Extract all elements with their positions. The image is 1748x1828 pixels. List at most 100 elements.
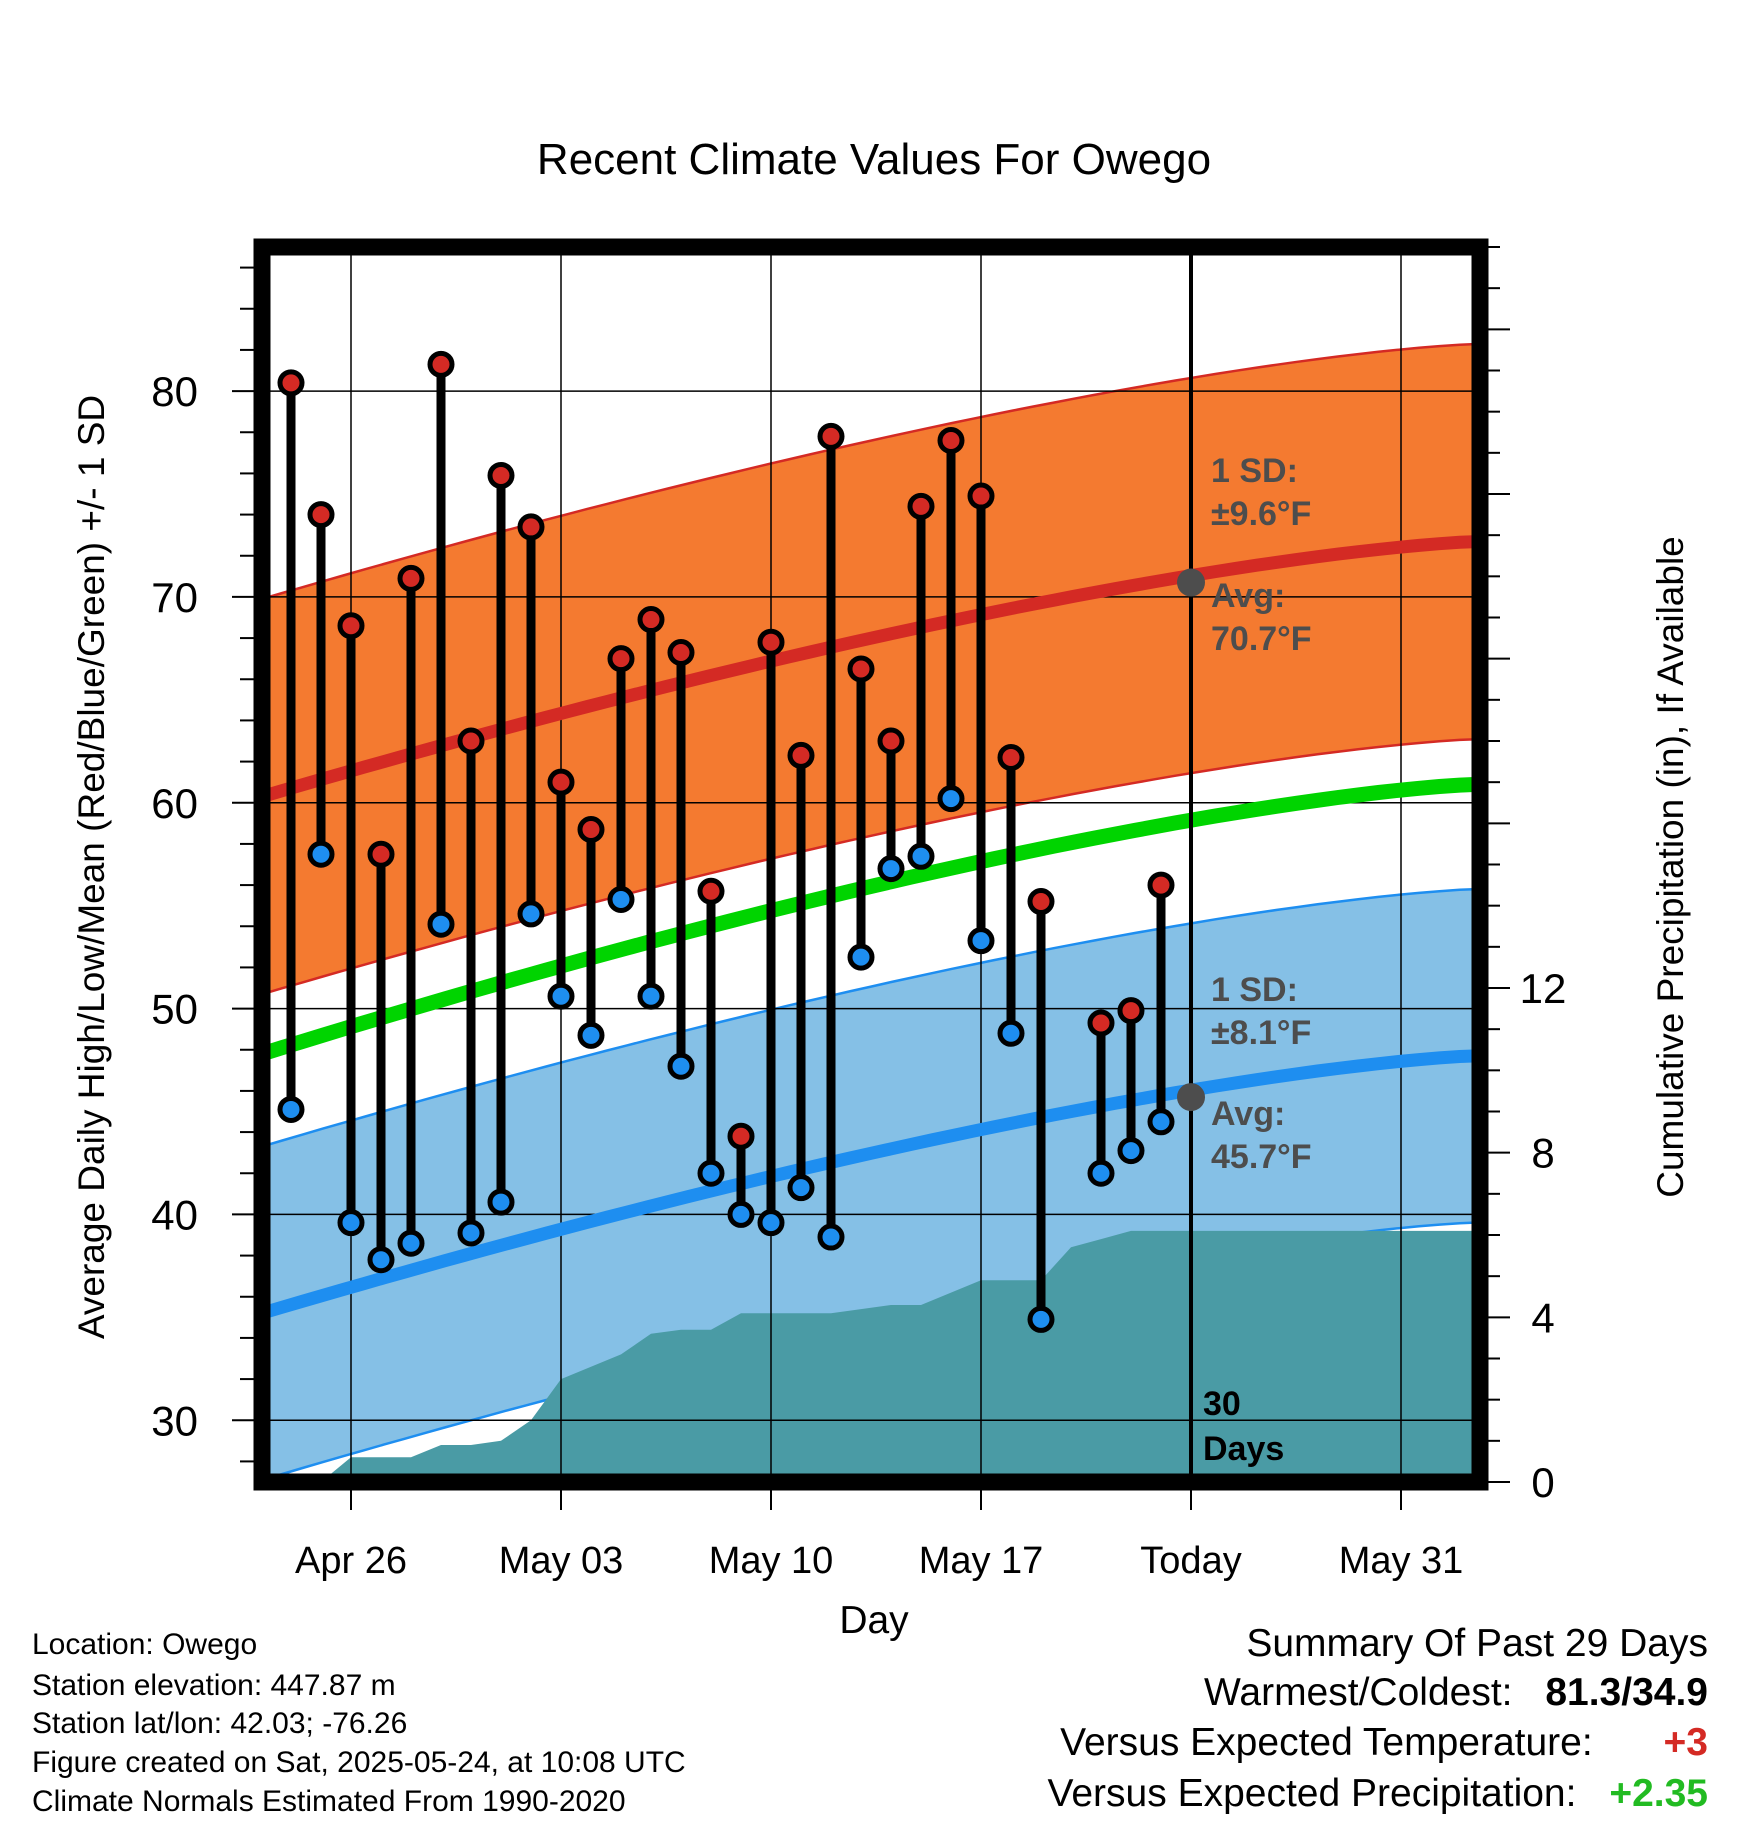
today-days-label-2: Days: [1203, 1430, 1284, 1468]
x-axis-title: Day: [839, 1599, 909, 1642]
daily-low-point-8: [517, 900, 545, 928]
daily-high-point-6: [457, 727, 485, 755]
info-location: Location: Owego: [32, 1628, 258, 1661]
summary-precip-value: +2.35: [1609, 1772, 1708, 1815]
daily-low-point-16: [757, 1209, 785, 1237]
daily-high-point-7: [487, 461, 515, 489]
summary-temp: Versus Expected Temperature: +3: [1060, 1721, 1708, 1765]
summary-precip: Versus Expected Precipitation: +2.35: [1048, 1772, 1709, 1816]
summary-warmest: Warmest/Coldest: 81.3/34.9: [1204, 1671, 1708, 1715]
high-avg-label: Avg:: [1211, 577, 1285, 615]
y2-tick-label-4: 4: [1531, 1294, 1554, 1341]
daily-low-point-10: [577, 1021, 605, 1049]
daily-low-point-24: [997, 1019, 1025, 1047]
daily-low-point-12: [637, 982, 665, 1010]
daily-high-point-0: [277, 369, 305, 397]
daily-low-point-3: [367, 1246, 395, 1274]
daily-low-point-19: [847, 943, 875, 971]
daily-high-point-29: [1147, 871, 1175, 899]
daily-high-point-25: [1027, 888, 1055, 916]
x-tick-label-1: May 03: [499, 1540, 624, 1582]
summary-temp-label: Versus Expected Temperature:: [1060, 1721, 1593, 1764]
today-days-label-1: 30: [1203, 1385, 1241, 1423]
y2-axis-title: Cumulative Precipitation (in), If Availa…: [1650, 536, 1691, 1198]
daily-high-point-2: [337, 612, 365, 640]
y-tick-label-50: 50: [151, 986, 198, 1033]
daily-low-point-13: [667, 1052, 695, 1080]
daily-high-point-10: [577, 816, 605, 844]
daily-low-point-11: [607, 885, 635, 913]
x-tick-label-4: Today: [1140, 1540, 1241, 1582]
y-tick-label-70: 70: [151, 574, 198, 621]
daily-low-point-7: [487, 1188, 515, 1216]
daily-high-point-24: [997, 743, 1025, 771]
y2-tick-label-12: 12: [1520, 965, 1567, 1012]
daily-high-point-15: [727, 1122, 755, 1150]
daily-low-point-25: [1027, 1305, 1055, 1333]
today-high-normal-point: [1177, 568, 1205, 597]
plot-area: 1 SD: ±9.6°F Avg: 70.7°F 1 SD: ±8.1°F Avg: 45.7…: [259, 247, 1481, 1482]
low-sd-band-upper-edge: [261, 887, 1481, 1148]
low-avg-value: 45.7°F: [1211, 1138, 1312, 1176]
daily-low-point-23: [967, 927, 995, 955]
daily-low-point-17: [787, 1174, 815, 1202]
low-sd-value: ±8.1°F: [1211, 1014, 1311, 1052]
daily-high-point-9: [547, 768, 575, 796]
summary-precip-label: Versus Expected Precipitation:: [1047, 1772, 1577, 1815]
summary-title: Summary Of Past 29 Days: [1246, 1622, 1708, 1665]
info-latlon: Station lat/lon: 42.03; -76.26: [32, 1707, 408, 1740]
info-elevation: Station elevation: 447.87 m: [32, 1669, 396, 1702]
y-tick-label-40: 40: [151, 1191, 198, 1238]
daily-high-point-17: [787, 741, 815, 769]
info-normals: Climate Normals Estimated From 1990-2020: [32, 1785, 626, 1818]
low-sd-label: 1 SD:: [1211, 971, 1298, 1009]
low-sd-band: [262, 889, 1480, 1480]
y2-tick-label-0: 0: [1531, 1459, 1554, 1506]
normal-mean-line: [259, 776, 1481, 1062]
y-axis-title: Average Daily High/Low/Mean (Red/Blue/Gr…: [71, 395, 112, 1339]
y-tick-label-30: 30: [151, 1397, 198, 1444]
high-sd-value: ±9.6°F: [1211, 495, 1311, 533]
high-sd-label: 1 SD:: [1211, 452, 1298, 490]
summary-warmest-value: 81.3/34.9: [1545, 1671, 1708, 1714]
daily-high-point-13: [667, 638, 695, 666]
summary-temp-value: +3: [1663, 1721, 1708, 1764]
precip-area: [291, 1230, 1480, 1482]
daily-low-point-4: [397, 1229, 425, 1257]
daily-low-point-5: [427, 910, 455, 938]
summary-warmest-label: Warmest/Coldest:: [1204, 1671, 1513, 1714]
plot-frame: [253, 238, 1489, 1491]
daily-high-point-11: [607, 645, 635, 673]
today-low-normal-point: [1177, 1083, 1205, 1112]
y-tick-label-60: 60: [151, 780, 198, 827]
chart-title: Recent Climate Values For Owego: [537, 135, 1211, 184]
daily-high-point-23: [967, 482, 995, 510]
daily-high-point-19: [847, 655, 875, 683]
daily-high-point-20: [877, 727, 905, 755]
daily-high-point-12: [637, 606, 665, 634]
daily-high-point-14: [697, 877, 725, 905]
daily-low-point-22: [937, 785, 965, 813]
daily-low-point-6: [457, 1219, 485, 1247]
x-tick-label-2: May 10: [709, 1540, 834, 1582]
daily-low-point-29: [1147, 1108, 1175, 1136]
x-tick-label-0: Apr 26: [295, 1540, 407, 1582]
daily-low-point-0: [277, 1095, 305, 1123]
high-sd-band-upper-edge: [261, 342, 1481, 601]
daily-high-point-8: [517, 513, 545, 541]
daily-high-point-18: [817, 422, 845, 450]
daily-low-point-1: [307, 840, 335, 868]
low-avg-label: Avg:: [1211, 1095, 1285, 1133]
daily-high-point-3: [367, 840, 395, 868]
daily-high-point-27: [1087, 1009, 1115, 1037]
daily-low-point-18: [817, 1223, 845, 1251]
daily-high-point-21: [907, 492, 935, 520]
info-created: Figure created on Sat, 2025-05-24, at 10…: [32, 1746, 686, 1779]
daily-low-point-9: [547, 982, 575, 1010]
high-avg-value: 70.7°F: [1211, 620, 1312, 658]
daily-high-point-5: [427, 350, 455, 378]
daily-high-point-22: [937, 426, 965, 454]
axes: 30 40 50 60 70 80 0 4 8 12 Apr 26 May 03 May 10 May 1…: [151, 238, 1567, 1582]
daily-high-point-1: [307, 501, 335, 529]
